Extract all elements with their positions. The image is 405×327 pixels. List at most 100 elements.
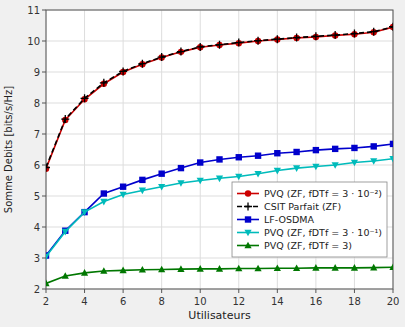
tick-label-y: 5	[34, 191, 40, 202]
point	[254, 265, 261, 272]
grid	[46, 10, 393, 289]
point	[293, 34, 301, 42]
point	[120, 192, 127, 199]
tick-y	[42, 258, 46, 259]
point	[62, 229, 69, 236]
tick-x	[393, 289, 394, 293]
point	[274, 168, 281, 175]
tick-label-x: 20	[387, 296, 400, 307]
tick-x	[315, 289, 316, 293]
point	[178, 165, 184, 171]
grid-line-y	[46, 134, 393, 135]
point	[100, 267, 107, 274]
point	[158, 53, 166, 61]
legend-marker	[244, 230, 251, 237]
point	[273, 35, 281, 43]
series-line	[46, 27, 393, 169]
tick-label-y: 3	[34, 253, 40, 264]
point	[389, 23, 393, 31]
tick-label-x: 8	[158, 296, 164, 307]
legend-label: CSIT Parfait (ZF)	[264, 201, 341, 212]
legend: PVQ (ZF, fDTf = 3 · 10⁻²) CSIT Parfait (Z…	[232, 182, 387, 257]
point	[138, 60, 146, 68]
tick-y	[42, 165, 46, 166]
tick-y	[42, 103, 46, 104]
grid-line-x	[200, 10, 201, 289]
tick-y	[42, 72, 46, 73]
grid-line-x	[123, 10, 124, 289]
tick-y	[42, 289, 46, 290]
point	[332, 264, 339, 271]
tick-label-y: 6	[34, 160, 40, 171]
tick-label-y: 7	[34, 129, 40, 140]
series	[46, 24, 393, 172]
tick-y	[42, 41, 46, 42]
point	[100, 79, 108, 87]
legend-label: PVQ (ZF, fDTf = 3 · 10⁻¹)	[264, 227, 382, 238]
series	[46, 264, 393, 287]
point	[46, 163, 50, 171]
series-line	[46, 159, 393, 257]
tick-x	[161, 289, 162, 293]
point	[389, 156, 393, 163]
point	[389, 264, 393, 271]
legend-label: PVQ (ZF, fDTf = 3)	[264, 240, 352, 251]
tick-label-y: 10	[27, 36, 40, 47]
point	[62, 272, 69, 279]
point	[158, 184, 165, 191]
series-group	[46, 23, 393, 286]
point	[312, 264, 319, 271]
point	[332, 146, 338, 152]
tick-x	[46, 289, 47, 293]
point	[197, 178, 204, 185]
tick-x	[123, 289, 124, 293]
point	[81, 269, 88, 276]
chart: 2468101214161820234567891011Utilisateurs…	[0, 0, 405, 327]
legend-label: PVQ (ZF, fDTf = 3 · 10⁻²)	[264, 188, 382, 199]
point	[312, 164, 319, 171]
point	[158, 266, 165, 273]
point	[255, 153, 261, 159]
tick-label-x: 4	[81, 296, 87, 307]
x-axis-label: Utilisateurs	[188, 309, 251, 322]
tick-x	[84, 289, 85, 293]
point	[81, 94, 89, 102]
point	[235, 39, 243, 47]
tick-y	[42, 227, 46, 228]
point	[61, 115, 69, 123]
point	[81, 209, 88, 216]
point	[197, 159, 203, 165]
grid-line-x	[84, 10, 85, 289]
tick-label-x: 18	[348, 296, 361, 307]
tick-y	[42, 196, 46, 197]
plot-frame	[46, 10, 393, 289]
tick-label-x: 2	[43, 296, 49, 307]
point	[370, 28, 378, 36]
point	[370, 264, 377, 271]
point	[177, 180, 184, 187]
tick-label-y: 8	[34, 98, 40, 109]
tick-label-y: 9	[34, 67, 40, 78]
point	[351, 160, 358, 167]
point	[197, 265, 204, 272]
series-line	[46, 27, 393, 168]
tick-label-x: 16	[310, 296, 323, 307]
legend-marker	[244, 203, 252, 211]
point	[371, 143, 377, 149]
point	[46, 280, 50, 287]
point	[235, 265, 242, 272]
point	[100, 199, 107, 206]
point	[196, 43, 204, 51]
point	[293, 264, 300, 271]
point	[177, 265, 184, 272]
tick-x	[277, 289, 278, 293]
point	[46, 254, 50, 261]
point	[293, 149, 299, 155]
point	[177, 48, 185, 56]
point	[254, 171, 261, 178]
grid-line-y	[46, 258, 393, 259]
tick-y	[42, 10, 46, 11]
grid-line-x	[161, 10, 162, 289]
point	[139, 188, 146, 195]
point	[350, 30, 358, 38]
